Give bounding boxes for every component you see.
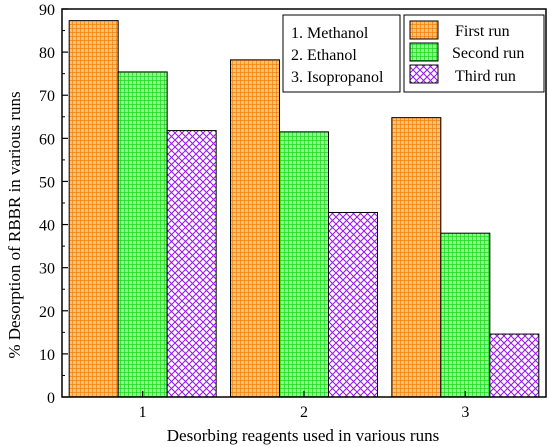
reagent-legend-item-1: 1. Methanol [291, 25, 369, 42]
y-tick-label: 20 [39, 304, 55, 321]
bar-third-run-cat-2 [328, 211, 378, 398]
bar-third-run-cat-1 [166, 130, 217, 398]
reagent-legend-item-3: 3. Isopropanol [291, 69, 384, 86]
bars-group [68, 20, 540, 398]
legend-swatch-third-run [409, 64, 439, 84]
legend-label-third-run: Third run [455, 68, 516, 85]
y-tick-label: 30 [39, 261, 55, 278]
reagent-legend: 1. Methanol 2. Ethanol 3. Isopropanol [282, 14, 401, 93]
legend-label-first-run: First run [455, 23, 510, 40]
axes-group: 0 10 20 30 40 50 60 70 80 90 1 2 3 [39, 2, 547, 421]
y-axis-label: % Desorption of RBBR in various runs [5, 91, 24, 358]
y-tick-label: 10 [39, 347, 55, 364]
x-tick-label: 2 [300, 404, 308, 421]
bar-first-run-cat-2 [230, 59, 280, 398]
reagent-legend-item-2: 2. Ethanol [291, 47, 357, 64]
y-tick-label: 80 [39, 45, 55, 62]
legend-label-second-run: Second run [452, 45, 524, 62]
legend-swatch-first-run [409, 20, 439, 40]
bar-third-run-cat-3 [489, 333, 540, 398]
bar-first-run-cat-1 [68, 20, 119, 398]
y-tick-label: 0 [47, 390, 55, 407]
bar-second-run-cat-3 [440, 232, 491, 398]
y-tick-label: 70 [39, 88, 55, 105]
y-tick-label: 50 [39, 174, 55, 191]
x-tick-label: 1 [139, 404, 147, 421]
reagent-legend-box [282, 14, 401, 93]
x-axis-label: Desorbing reagents used in various runs [167, 426, 439, 445]
legend-swatch-second-run [409, 42, 439, 62]
series-legend: First run Second run Third run [403, 14, 545, 93]
bar-second-run-cat-2 [279, 131, 329, 398]
y-tick-label: 90 [39, 2, 55, 19]
y-tick-label: 40 [39, 218, 55, 235]
bar-second-run-cat-1 [117, 71, 168, 398]
bar-first-run-cat-3 [391, 117, 442, 398]
x-tick-label: 3 [461, 404, 469, 421]
y-tick-label: 60 [39, 131, 55, 148]
